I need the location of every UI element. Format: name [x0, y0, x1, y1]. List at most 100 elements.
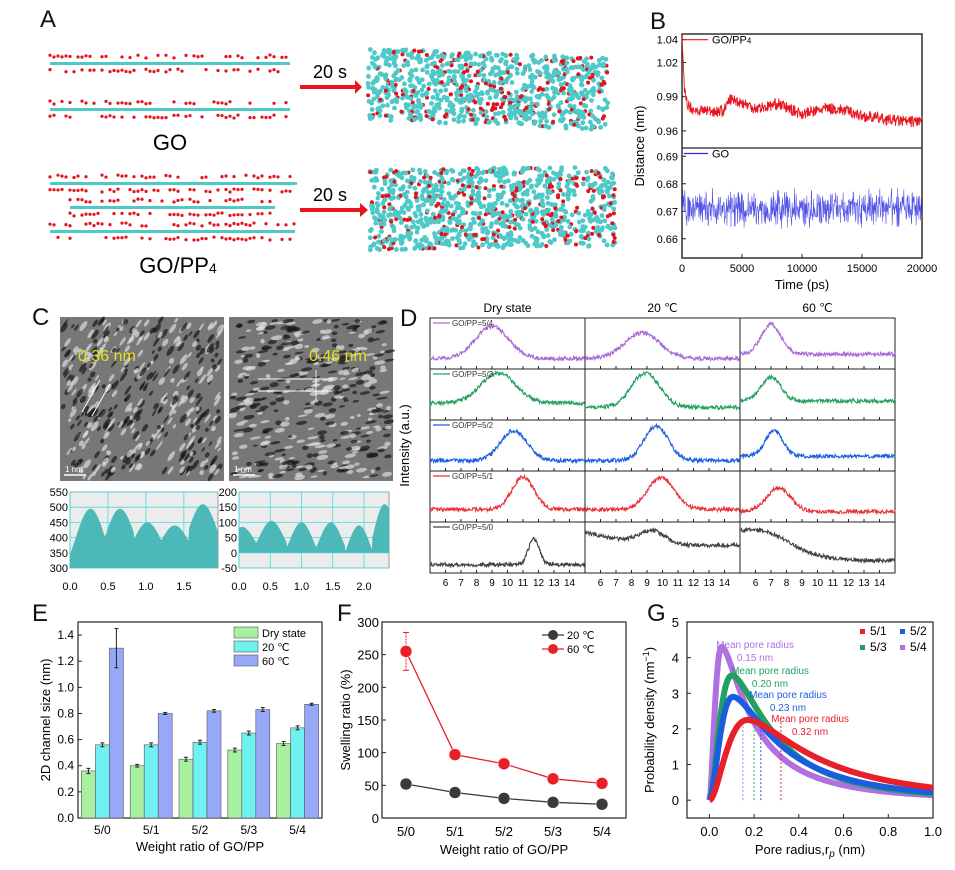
tem-feature — [322, 471, 328, 476]
carbon-atom — [262, 206, 266, 209]
tem-feature — [359, 391, 371, 395]
y-tick-label: 1.0 — [57, 680, 74, 694]
tem-feature — [381, 343, 387, 347]
carbon-atom — [82, 108, 86, 111]
carbon-atom — [403, 246, 408, 252]
carbon-atom — [433, 183, 439, 189]
oxygen-atom — [192, 222, 196, 226]
carbon-atom — [550, 217, 555, 223]
oxygen-atom — [208, 198, 212, 203]
tem-feature — [152, 336, 160, 347]
tem-feature — [100, 438, 105, 444]
carbon-atom — [508, 219, 513, 225]
carbon-atom — [487, 95, 493, 101]
bar — [178, 758, 194, 819]
tem-feature — [100, 317, 105, 323]
carbon-atom — [501, 219, 507, 225]
panel-label-b: B — [650, 8, 667, 35]
oxygen-atom — [498, 105, 503, 110]
carbon-atom — [437, 236, 443, 242]
carbon-atom — [377, 108, 383, 114]
tem-feature — [139, 330, 145, 337]
tem-feature — [85, 343, 92, 353]
carbon-atom — [511, 170, 517, 176]
oxygen-atom — [156, 53, 160, 57]
tem-feature — [214, 352, 219, 358]
oxygen-atom — [416, 49, 421, 54]
tem-feature — [113, 331, 118, 337]
tem-feature — [290, 340, 300, 346]
tem-feature — [181, 362, 188, 371]
carbon-atom — [509, 187, 515, 193]
oxygen-atom — [252, 221, 256, 225]
carbon-atom — [407, 184, 413, 190]
oxygen-atom — [168, 213, 172, 217]
carbon-atom — [452, 69, 458, 74]
carbon-atom — [393, 182, 398, 188]
oxygen-atom — [116, 173, 120, 177]
tem-feature — [204, 452, 210, 458]
oxygen-atom — [512, 226, 517, 231]
legend-label-go: GO — [712, 149, 730, 161]
tem-feature — [344, 464, 355, 469]
spacing-label: 0.36 nm — [78, 348, 136, 365]
bar — [227, 749, 243, 819]
carbon-atom — [501, 70, 507, 76]
y-axis-label: Intensity (a.u.) — [397, 404, 412, 486]
carbon-atom — [532, 225, 538, 231]
arrow-label-1: 20 s — [313, 62, 347, 82]
tem-feature — [78, 362, 87, 373]
carbon-atom — [470, 243, 476, 249]
tem-image: 0.46 nm1 nm — [227, 317, 396, 481]
tem-feature — [273, 390, 281, 394]
carbon-atom — [416, 207, 422, 213]
tem-feature — [72, 446, 76, 451]
carbon-atom — [386, 213, 391, 218]
tem-feature — [269, 401, 277, 406]
oxygen-atom — [268, 211, 272, 215]
carbon-atom — [374, 201, 380, 206]
carbon-atom — [429, 201, 434, 207]
oxygen-atom — [176, 113, 180, 117]
oxygen-atom — [598, 175, 603, 180]
carbon-atom — [602, 218, 608, 224]
tem-feature — [275, 420, 282, 426]
tem-feature — [237, 374, 243, 378]
legend-swatch — [233, 626, 259, 639]
x-tick-label: 14 — [719, 578, 731, 589]
oxygen-atom — [260, 200, 264, 204]
carbon-atom — [94, 182, 98, 185]
oxygen-atom — [184, 238, 188, 242]
tem-feature — [135, 434, 141, 442]
carbon-atom — [424, 218, 429, 223]
carbon-atom — [262, 108, 266, 111]
tem-feature — [68, 381, 73, 386]
legend-label: GO/PP=5/0 — [452, 523, 494, 532]
oxygen-atom — [405, 217, 410, 222]
carbon-atom — [238, 230, 242, 233]
tem-feature — [326, 319, 332, 324]
carbon-atom — [539, 230, 545, 236]
oxygen-atom — [176, 235, 180, 240]
carbon-atom — [266, 62, 270, 65]
oxygen-atom — [575, 56, 580, 61]
tem-feature — [300, 367, 313, 372]
oxygen-atom — [160, 199, 164, 203]
carbon-atom — [600, 107, 606, 112]
tem-feature — [201, 447, 206, 453]
tem-feature — [350, 439, 358, 444]
carbon-atom — [580, 181, 586, 187]
oxygen-atom — [172, 56, 176, 60]
oxygen-atom — [112, 189, 116, 194]
carbon-atom — [556, 71, 562, 76]
tem-feature — [246, 461, 252, 466]
x-tick-label: 5000 — [730, 263, 754, 275]
carbon-atom — [480, 229, 486, 234]
carbon-atom — [552, 53, 557, 59]
carbon-atom — [190, 62, 194, 65]
carbon-atom — [561, 116, 566, 122]
carbon-atom — [420, 67, 426, 73]
tem-feature — [151, 409, 157, 417]
tem-feature — [285, 468, 295, 472]
carbon-atom — [515, 204, 520, 210]
